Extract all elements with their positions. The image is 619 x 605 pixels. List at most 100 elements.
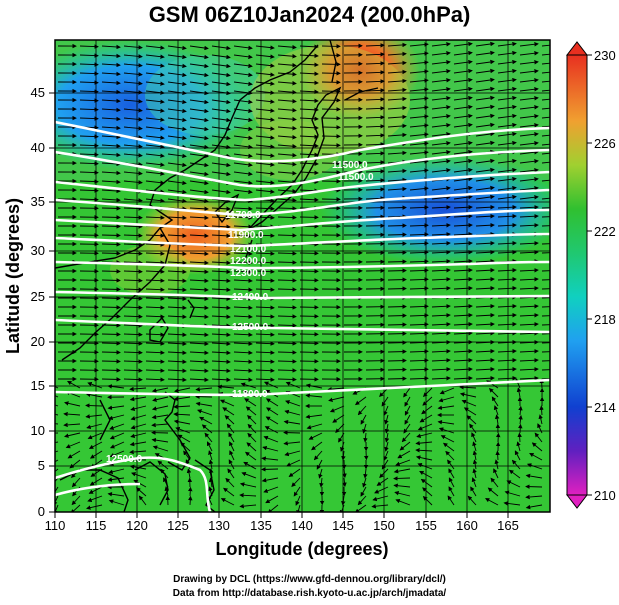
wind-arrow <box>101 341 121 346</box>
wind-arrow <box>409 123 429 128</box>
wind-arrow <box>233 126 253 132</box>
wind-arrow <box>316 459 323 470</box>
wind-arrow <box>431 60 451 65</box>
wind-arrow <box>109 441 125 449</box>
wind-arrow <box>431 168 451 173</box>
wind-arrow <box>211 305 231 311</box>
wind-arrow <box>208 477 214 488</box>
wind-arrow <box>211 90 231 96</box>
wind-arrow <box>409 232 429 237</box>
wind-arrow <box>299 62 319 68</box>
wind-arrow <box>145 350 165 355</box>
wind-arrow <box>497 348 517 354</box>
wind-arrow <box>415 440 433 446</box>
wind-arrow <box>211 171 231 177</box>
wind-arrow <box>255 332 275 337</box>
wind-arrow <box>145 332 165 337</box>
wind-arrow <box>79 62 99 67</box>
wind-arrow <box>101 125 121 131</box>
wind-arrow <box>233 72 253 78</box>
contour-label: 12500.0 <box>106 454 143 465</box>
wind-arrow <box>541 197 550 200</box>
wind-arrow <box>365 61 385 66</box>
wind-arrow <box>277 188 297 194</box>
wind-arrow <box>123 63 143 68</box>
wind-arrow <box>229 441 235 452</box>
wind-arrow <box>233 54 253 60</box>
wind-arrow <box>519 51 539 56</box>
contour-label: 11900.0 <box>228 230 264 241</box>
wind-arrow <box>265 416 279 425</box>
wind-arrow <box>233 269 253 274</box>
wind-arrow <box>285 381 301 389</box>
wind-arrow <box>519 349 539 354</box>
wind-arrow <box>255 144 275 149</box>
wind-arrow <box>201 424 213 434</box>
wind-arrow <box>145 198 165 203</box>
wind-arrow <box>69 459 81 469</box>
y-tick-label: 45 <box>31 85 45 100</box>
wind-arrow <box>470 486 477 497</box>
wind-arrow <box>233 377 253 382</box>
wind-arrow <box>123 359 143 364</box>
wind-arrow <box>189 350 209 356</box>
wind-arrow <box>211 63 231 69</box>
wind-arrow <box>387 105 407 111</box>
wind-arrow <box>233 332 253 337</box>
wind-arrow <box>475 176 495 182</box>
wind-arrow <box>79 170 99 175</box>
wind-arrow <box>101 251 121 256</box>
wind-arrow <box>255 278 275 283</box>
wind-arrow <box>167 269 187 275</box>
wind-arrow <box>365 187 385 192</box>
wind-arrow <box>167 368 187 374</box>
wind-arrow <box>107 477 125 482</box>
wind-arrow <box>123 108 143 113</box>
wind-arrow <box>519 376 539 381</box>
wind-arrow <box>189 332 209 338</box>
wind-arrow <box>497 41 517 47</box>
wind-arrow <box>519 205 539 210</box>
wind-arrow <box>277 134 297 140</box>
wind-arrow <box>541 252 550 254</box>
wind-arrow <box>419 414 433 423</box>
contour-labels: 11500.0 11500.0 11700.0 11900.0 12100.0 … <box>106 160 374 465</box>
wind-arrow <box>233 305 253 310</box>
wind-arrow <box>453 258 473 264</box>
wind-arrow <box>409 376 429 381</box>
wind-arrow <box>516 441 521 452</box>
wind-arrow <box>129 396 147 402</box>
wind-arrow <box>490 477 499 488</box>
wind-arrow <box>448 468 455 479</box>
wind-arrow <box>387 69 407 75</box>
wind-arrow <box>211 377 231 383</box>
wind-arrow <box>211 144 231 150</box>
wind-arrow <box>255 63 275 68</box>
wind-arrow <box>79 53 99 58</box>
wind-arrow <box>409 241 429 246</box>
wind-arrow <box>453 122 473 128</box>
wind-arrow <box>197 409 213 416</box>
wind-arrow <box>541 270 550 272</box>
wind-arrow <box>87 382 103 389</box>
wind-arrow <box>255 377 275 382</box>
wind-arrow <box>101 287 121 292</box>
wind-arrow <box>189 296 209 302</box>
wind-arrow <box>123 54 143 59</box>
wind-arrow <box>387 51 407 57</box>
wind-arrow <box>519 60 539 65</box>
wind-arrow <box>475 258 495 264</box>
wind-arrow <box>475 41 495 47</box>
wind-arrow <box>519 304 539 309</box>
wind-arrow <box>255 54 275 59</box>
wind-arrow <box>277 341 297 346</box>
wind-arrow <box>503 501 521 506</box>
wind-arrow <box>55 395 59 398</box>
wind-arrow <box>445 450 455 461</box>
wind-arrow <box>488 387 499 398</box>
wind-arrow <box>277 350 297 355</box>
wind-arrow <box>374 486 389 494</box>
wind-arrow <box>189 251 209 257</box>
y-tick-label: 5 <box>38 458 45 473</box>
wind-arrow <box>145 81 165 86</box>
